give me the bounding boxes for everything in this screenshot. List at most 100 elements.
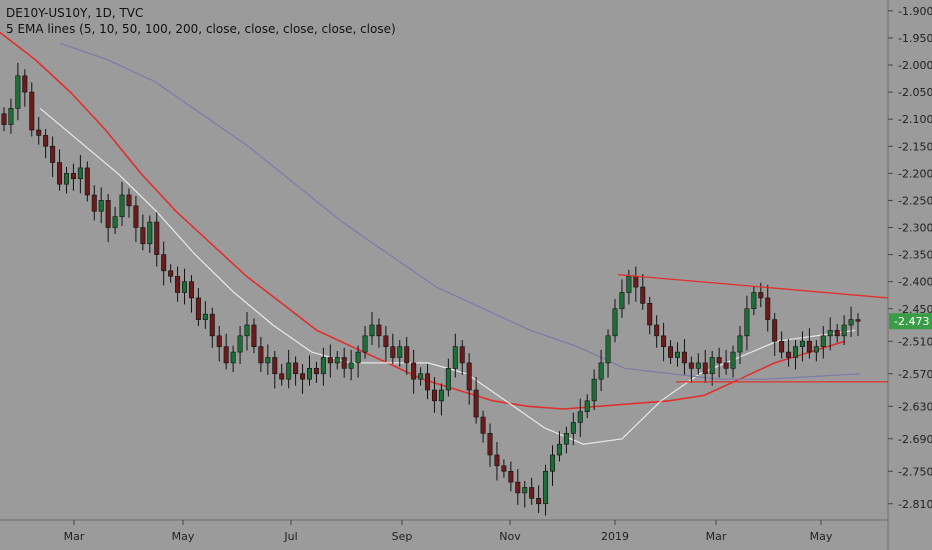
price-tick-label: -2.000 <box>898 59 932 72</box>
price-tick-label: -1.900 <box>898 5 932 18</box>
candle-body <box>563 433 569 445</box>
candle-body <box>119 194 125 217</box>
candle-body <box>702 362 708 375</box>
candle-body <box>404 346 410 364</box>
candle-body <box>50 145 56 163</box>
candle-body <box>737 335 743 353</box>
candle-body <box>279 373 285 380</box>
candle-body <box>529 487 535 499</box>
candle-body <box>612 308 618 337</box>
plot-area[interactable] <box>0 0 888 520</box>
price-tick-label: -2.750 <box>898 465 932 478</box>
candle-body <box>8 108 14 125</box>
time-tick-label: May <box>810 530 833 543</box>
candle-body <box>744 308 750 337</box>
candle-body <box>77 167 83 180</box>
candle-body <box>70 173 76 180</box>
candle-body <box>480 416 486 434</box>
candle-body <box>348 362 354 369</box>
candle-body <box>29 91 35 131</box>
candle-body <box>723 362 729 369</box>
candle-body <box>550 454 556 472</box>
candle-body <box>577 411 583 423</box>
candle-body <box>487 433 493 456</box>
candle-body <box>376 324 382 337</box>
price-tick-label: -2.350 <box>898 249 932 262</box>
price-tick-label: -2.510 <box>898 335 932 348</box>
candle-body <box>300 373 306 380</box>
candle-body <box>688 362 694 369</box>
candle-body <box>258 346 264 364</box>
price-tick-label: -2.690 <box>898 433 932 446</box>
last-price-badge-box <box>889 313 932 330</box>
candle-body <box>202 313 208 320</box>
candle-body <box>543 470 549 505</box>
candle-body <box>536 498 542 505</box>
time-tick-label: Mar <box>706 530 727 543</box>
candle-body <box>237 335 243 353</box>
time-tick-label: 2019 <box>601 530 629 543</box>
time-tick-label: Jul <box>283 530 297 543</box>
price-axis[interactable]: -1.900 -1.950 -2.000 -2.050 -2.100 -2.150 -2.2… <box>888 5 932 511</box>
candle-body <box>605 335 611 364</box>
candle-body <box>716 357 722 364</box>
candle-body <box>855 319 861 322</box>
ema-line <box>59 42 861 380</box>
candle-body <box>591 378 597 402</box>
candle-body <box>161 254 167 272</box>
candle-body <box>175 275 181 293</box>
time-axis[interactable]: Mar May Jul Sep Nov 2019 Mar May <box>64 520 833 543</box>
time-tick-label: Sep <box>392 530 413 543</box>
price-tick-label: -2.050 <box>898 86 932 99</box>
resistance-trendline[interactable] <box>617 273 889 299</box>
candle-body <box>668 346 674 358</box>
candle-body <box>827 330 833 337</box>
indicator-legend: 5 EMA lines (5, 10, 50, 100, 200, close,… <box>6 22 396 36</box>
candle-body <box>327 357 333 364</box>
candle-body <box>494 454 500 467</box>
time-tick-label: May <box>172 530 195 543</box>
candle-body <box>765 297 771 320</box>
candle-body <box>362 335 368 353</box>
candle-body <box>515 481 521 494</box>
price-tick-label: -2.810 <box>898 498 932 511</box>
candle-body <box>216 335 222 347</box>
candle-body <box>182 281 188 293</box>
candle-body <box>709 357 715 375</box>
candle-body <box>341 357 347 369</box>
candle-body <box>425 373 431 391</box>
candle-body <box>751 292 757 310</box>
trendlines <box>617 273 889 383</box>
candle-body <box>799 340 805 347</box>
candle-body <box>681 351 687 364</box>
price-tick-label: -2.400 <box>898 276 932 289</box>
candle-body <box>730 351 736 369</box>
candle-body <box>230 351 236 364</box>
candle-body <box>355 351 361 364</box>
price-tick-label: -1.950 <box>898 32 932 45</box>
candle-body <box>140 227 146 245</box>
candle-body <box>841 324 847 337</box>
price-tick-label: -2.300 <box>898 222 932 235</box>
candle-body <box>154 221 160 255</box>
candle-body <box>91 194 97 212</box>
candle-body <box>848 319 854 326</box>
candle-body <box>793 346 799 358</box>
candle-body <box>674 351 680 358</box>
candle-body <box>786 351 792 358</box>
candle-body <box>195 297 201 320</box>
price-tick-label: -2.100 <box>898 113 932 126</box>
candle-body <box>501 465 507 472</box>
candle-body <box>188 281 194 299</box>
candle-body <box>772 319 778 342</box>
candle-body <box>619 292 625 310</box>
candle-body <box>244 324 250 337</box>
candle-body <box>411 362 417 380</box>
candle-body <box>654 324 660 337</box>
candle-body <box>813 346 819 353</box>
price-tick-label: -2.150 <box>898 140 932 153</box>
price-tick-label: -2.450 <box>898 303 932 316</box>
time-tick-label: Nov <box>499 530 521 543</box>
candle-body <box>570 422 576 434</box>
